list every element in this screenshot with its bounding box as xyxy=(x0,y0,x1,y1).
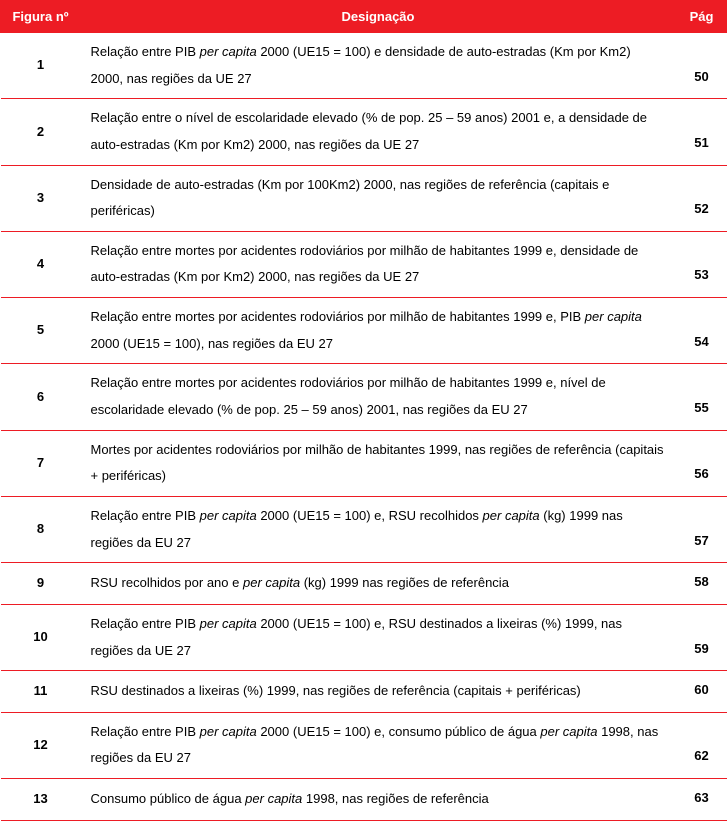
page-number: 50 xyxy=(676,33,727,99)
figure-description: Relação entre PIB per capita 2000 (UE15 … xyxy=(81,604,676,670)
page-number: 52 xyxy=(676,165,727,231)
figure-number: 4 xyxy=(1,231,81,297)
figure-description: Consumo público de água per capita 1998,… xyxy=(81,779,676,821)
figure-number: 10 xyxy=(1,604,81,670)
figure-number: 5 xyxy=(1,298,81,364)
figure-description: Relação entre PIB per capita 2000 (UE15 … xyxy=(81,33,676,99)
figure-number: 1 xyxy=(1,33,81,99)
col-header-figura: Figura nº xyxy=(1,1,81,33)
page-number: 54 xyxy=(676,298,727,364)
figure-description: Relação entre mortes por acidentes rodov… xyxy=(81,298,676,364)
table-row: 12Relação entre PIB per capita 2000 (UE1… xyxy=(1,712,727,778)
figure-description: Densidade de auto-estradas (Km por 100Km… xyxy=(81,165,676,231)
figure-number: 2 xyxy=(1,99,81,165)
figure-index-table: Figura nº Designação Pág 1Relação entre … xyxy=(0,0,727,821)
table-header-row: Figura nº Designação Pág xyxy=(1,1,727,33)
page-number: 59 xyxy=(676,604,727,670)
figure-number: 7 xyxy=(1,430,81,496)
table-row: 4Relação entre mortes por acidentes rodo… xyxy=(1,231,727,297)
figure-description: Relação entre mortes por acidentes rodov… xyxy=(81,231,676,297)
figure-description: Relação entre PIB per capita 2000 (UE15 … xyxy=(81,496,676,562)
col-header-designacao: Designação xyxy=(81,1,676,33)
table-row: 10Relação entre PIB per capita 2000 (UE1… xyxy=(1,604,727,670)
table-row: 1Relação entre PIB per capita 2000 (UE15… xyxy=(1,33,727,99)
figure-number: 12 xyxy=(1,712,81,778)
figure-number: 6 xyxy=(1,364,81,430)
page-number: 60 xyxy=(676,671,727,713)
figure-description: Relação entre PIB per capita 2000 (UE15 … xyxy=(81,712,676,778)
page-number: 55 xyxy=(676,364,727,430)
page-number: 53 xyxy=(676,231,727,297)
figure-number: 11 xyxy=(1,671,81,713)
figure-description: Relação entre mortes por acidentes rodov… xyxy=(81,364,676,430)
page-number: 58 xyxy=(676,563,727,605)
table-row: 2Relação entre o nível de escolaridade e… xyxy=(1,99,727,165)
page-number: 57 xyxy=(676,496,727,562)
page-number: 63 xyxy=(676,779,727,821)
table-body: 1Relação entre PIB per capita 2000 (UE15… xyxy=(1,33,727,821)
figure-number: 3 xyxy=(1,165,81,231)
table-row: 3Densidade de auto-estradas (Km por 100K… xyxy=(1,165,727,231)
table-row: 5Relação entre mortes por acidentes rodo… xyxy=(1,298,727,364)
figure-number: 8 xyxy=(1,496,81,562)
page-number: 62 xyxy=(676,712,727,778)
col-header-pag: Pág xyxy=(676,1,727,33)
page-number: 56 xyxy=(676,430,727,496)
figure-description: RSU recolhidos por ano e per capita (kg)… xyxy=(81,563,676,605)
table-row: 7Mortes por acidentes rodoviários por mi… xyxy=(1,430,727,496)
page-number: 51 xyxy=(676,99,727,165)
table-row: 6Relação entre mortes por acidentes rodo… xyxy=(1,364,727,430)
figure-description: Relação entre o nível de escolaridade el… xyxy=(81,99,676,165)
figure-description: Mortes por acidentes rodoviários por mil… xyxy=(81,430,676,496)
table-row: 13Consumo público de água per capita 199… xyxy=(1,779,727,821)
figure-number: 9 xyxy=(1,563,81,605)
table-row: 8Relação entre PIB per capita 2000 (UE15… xyxy=(1,496,727,562)
table-row: 9RSU recolhidos por ano e per capita (kg… xyxy=(1,563,727,605)
figure-number: 13 xyxy=(1,779,81,821)
table-row: 11RSU destinados a lixeiras (%) 1999, na… xyxy=(1,671,727,713)
figure-description: RSU destinados a lixeiras (%) 1999, nas … xyxy=(81,671,676,713)
